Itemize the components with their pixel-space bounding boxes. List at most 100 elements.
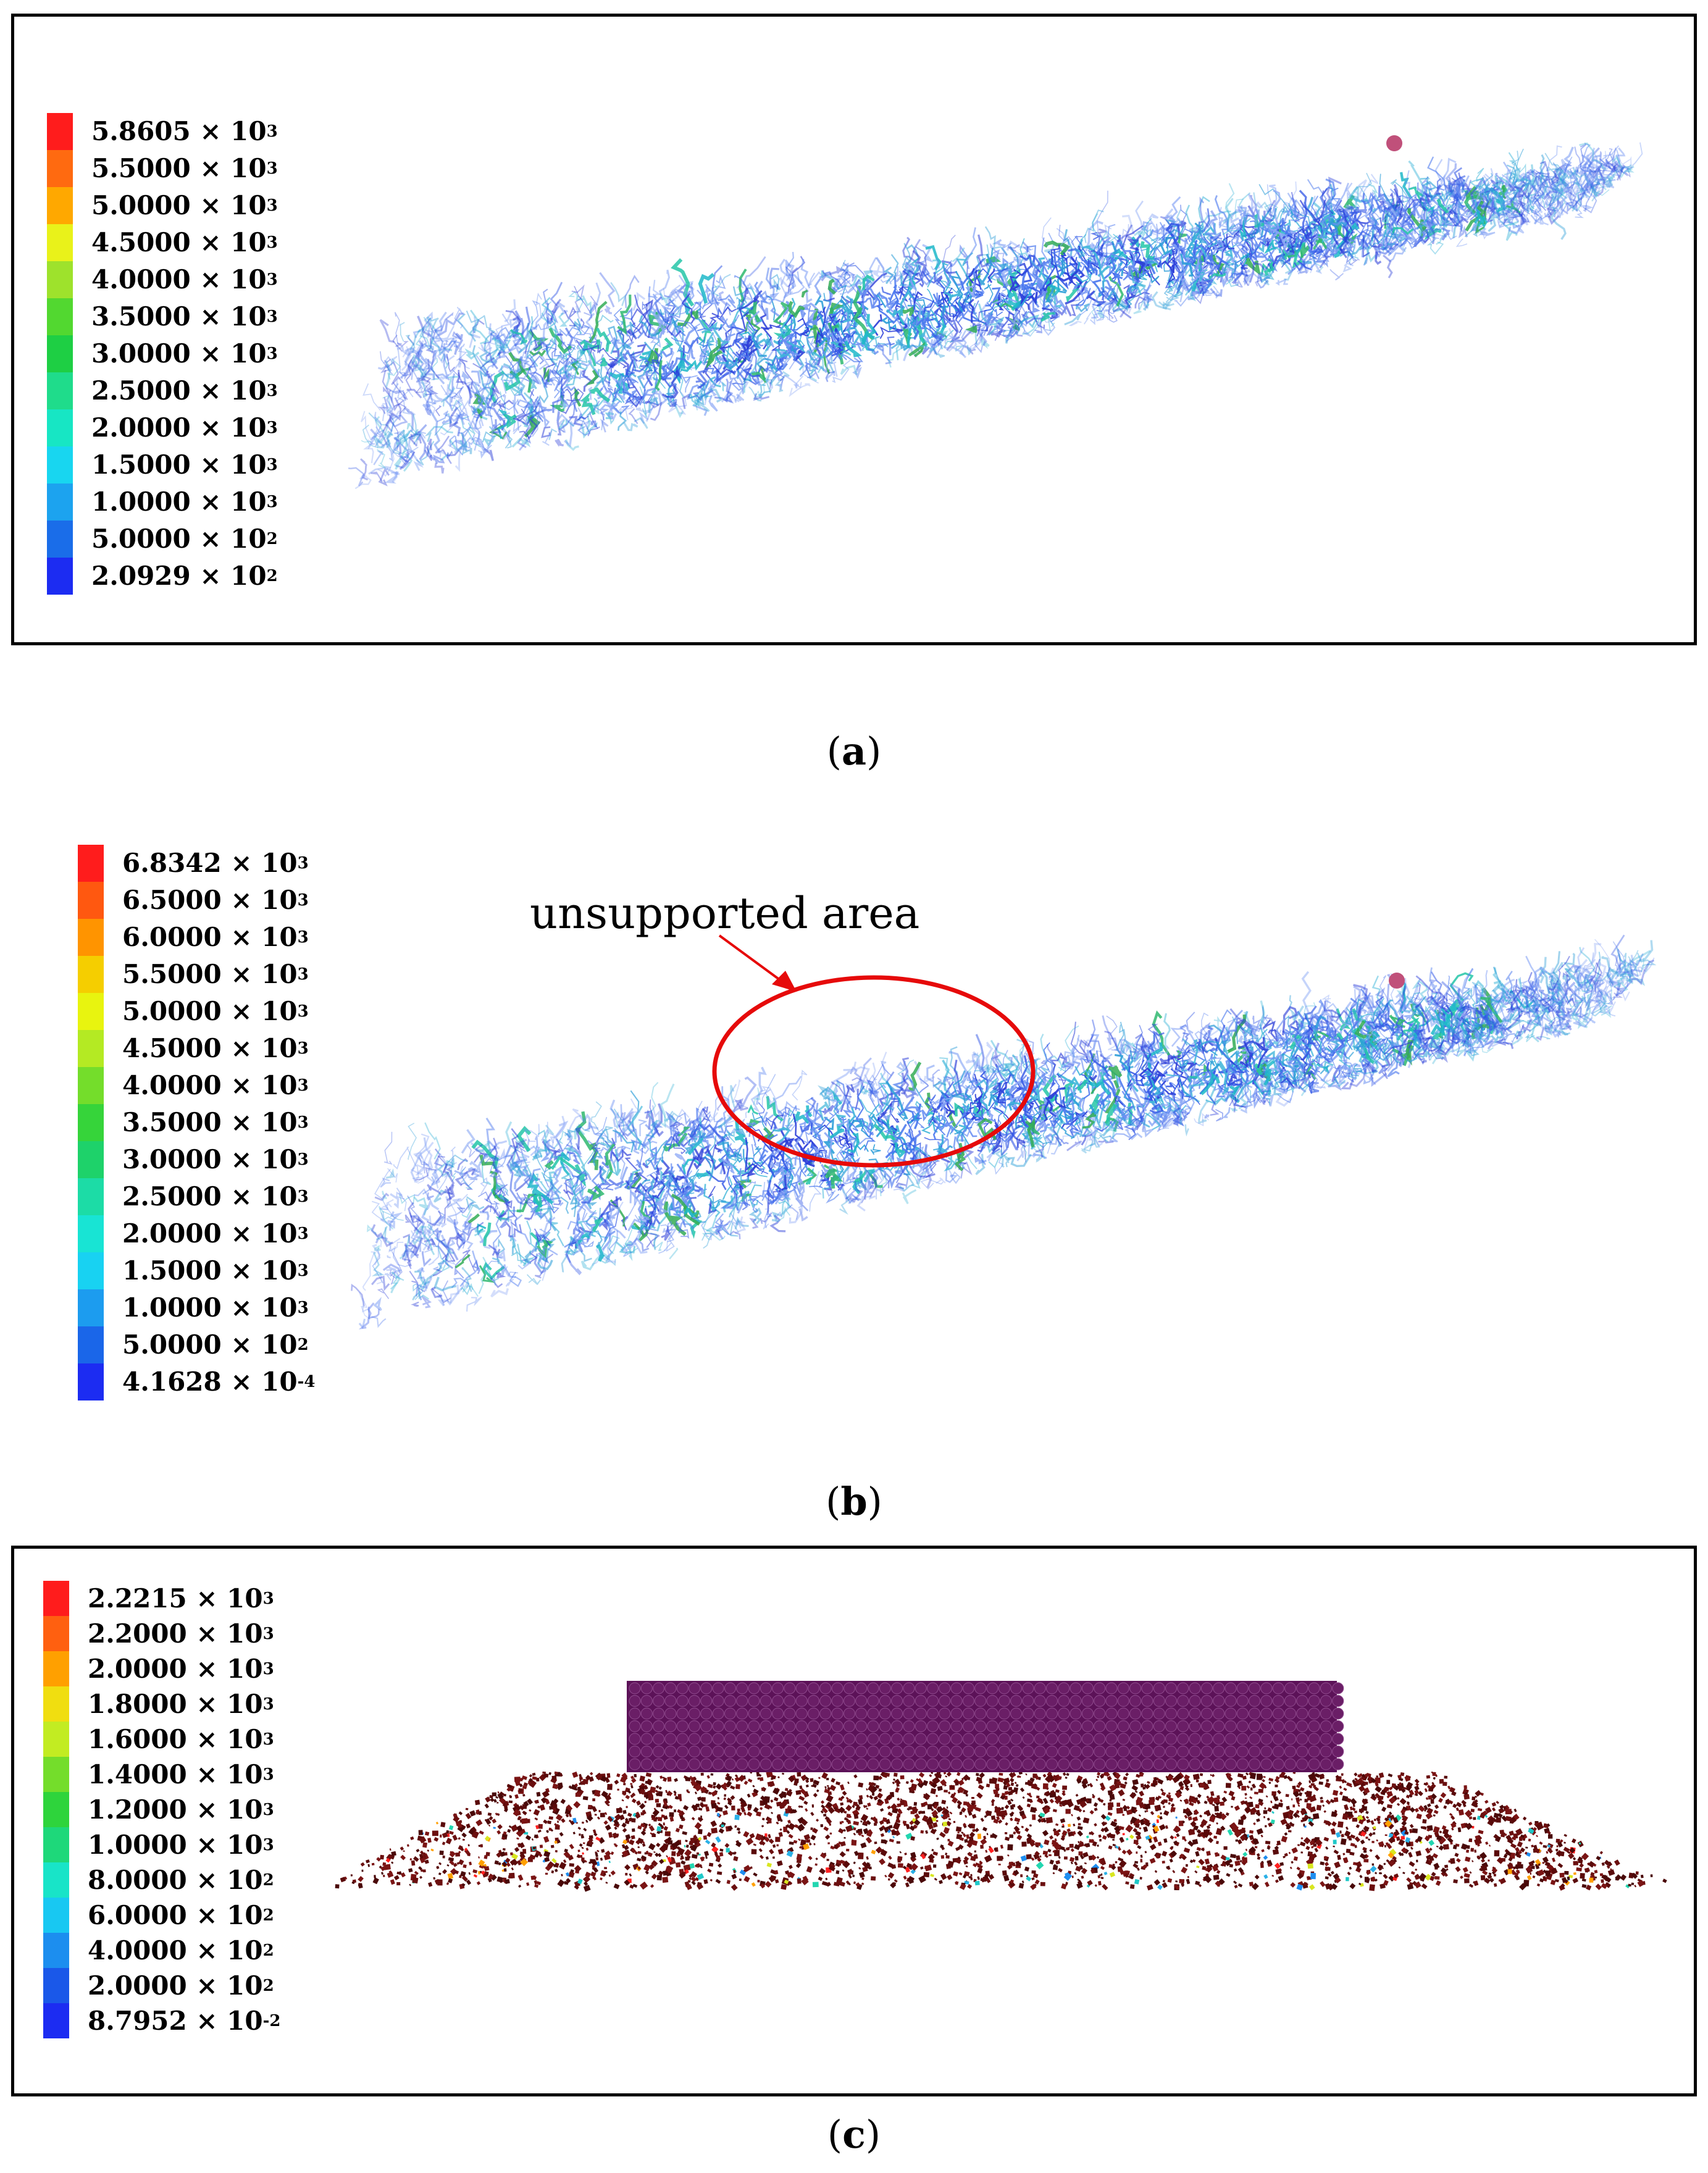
legend-label: 4.0000 × 10 3	[91, 264, 278, 295]
legend-labels: 2.2215 × 10 3 2.2000 × 10 3 2.0000 × 10 3 1.80…	[88, 1581, 281, 2038]
legend-label: 4.1628 × 10 -4	[122, 1367, 316, 1397]
unsupported-area-ellipse	[712, 975, 1036, 1168]
caption-b: (b)	[826, 1479, 882, 1524]
caption-a: (a)	[826, 729, 882, 774]
legend-label: 2.0000 × 10 2	[88, 1970, 274, 2001]
legend-label: 5.5000 × 10 3	[91, 153, 278, 183]
legend-label: 6.5000 × 10 3	[122, 885, 309, 915]
legend-swatch	[43, 1651, 69, 1686]
legend-swatch	[78, 1326, 104, 1363]
annotation-arrow	[718, 934, 785, 984]
legend-colorbar	[47, 113, 73, 595]
legend-label: 1.0000 × 10 3	[88, 1829, 274, 1860]
legend-label: 8.0000 × 10 2	[88, 1864, 274, 1895]
legend-swatch	[43, 1616, 69, 1651]
legend-label: 4.0000 × 10 3	[122, 1070, 309, 1100]
legend-label: 1.5000 × 10 3	[122, 1255, 309, 1286]
legend-colorbar	[78, 845, 104, 1401]
legend-swatch	[43, 2003, 69, 2038]
legend-swatch	[43, 1933, 69, 1968]
legend-label: 2.0000 × 10 3	[91, 412, 278, 443]
legend-swatch	[78, 993, 104, 1030]
legend-label: 2.5000 × 10 3	[122, 1181, 309, 1212]
legend-swatch	[78, 1215, 104, 1252]
panel-a-force-chain-network	[348, 142, 1643, 490]
legend-swatch	[47, 409, 73, 446]
legend-swatch	[43, 1757, 69, 1792]
panel-a	[11, 14, 1697, 645]
legend-colorbar	[43, 1581, 69, 2038]
legend-swatch	[78, 1141, 104, 1178]
legend-swatch	[78, 882, 104, 919]
legend-label: 1.4000 × 10 3	[88, 1759, 274, 1790]
legend-swatch	[43, 1792, 69, 1827]
legend-swatch	[78, 956, 104, 993]
legend-swatch	[78, 1252, 104, 1289]
legend-label: 3.0000 × 10 3	[91, 338, 278, 369]
legend-label: 6.0000 × 10 3	[122, 922, 309, 952]
sleeper-spheres	[627, 1681, 1344, 1772]
legend-label: 2.0929 × 10 2	[91, 561, 278, 591]
legend-label: 4.5000 × 10 3	[122, 1033, 309, 1063]
legend-swatch	[78, 1363, 104, 1401]
legend-swatch	[47, 261, 73, 298]
legend-label: 5.0000 × 10 3	[122, 996, 309, 1026]
ballast-particles	[335, 1770, 1667, 1892]
legend-label: 2.0000 × 10 3	[122, 1218, 309, 1249]
legend-label: 2.2000 × 10 3	[88, 1618, 274, 1649]
legend-swatch	[78, 1178, 104, 1215]
legend-swatch	[78, 1104, 104, 1141]
legend-label: 2.2215 × 10 3	[88, 1583, 274, 1614]
legend-swatch	[43, 1968, 69, 2003]
legend-label: 3.5000 × 10 3	[122, 1107, 309, 1137]
unsupported-area-label: unsupported area	[530, 888, 920, 939]
legend-swatch	[47, 521, 73, 558]
legend-label: 2.0000 × 10 3	[88, 1653, 274, 1684]
legend-label: 1.8000 × 10 3	[88, 1688, 274, 1719]
legend-swatch	[43, 1827, 69, 1862]
legend-label: 2.5000 × 10 3	[91, 375, 278, 406]
legend-label: 8.7952 × 10 -2	[88, 2005, 281, 2036]
legend-swatch	[47, 187, 73, 224]
legend-swatch	[43, 1898, 69, 1933]
legend-swatch	[78, 1067, 104, 1104]
legend-swatch	[47, 335, 73, 372]
legend-label: 5.0000 × 10 2	[122, 1329, 309, 1360]
legend-swatch	[47, 113, 73, 150]
legend-swatch	[47, 298, 73, 335]
legend-swatch	[78, 919, 104, 956]
legend-labels: 6.8342 × 10 3 6.5000 × 10 3 6.0000 × 10 3 5.50…	[122, 845, 316, 1401]
legend-swatch	[43, 1581, 69, 1616]
legend-label: 1.5000 × 10 3	[91, 450, 278, 480]
legend-swatch	[47, 150, 73, 187]
legend-label: 4.5000 × 10 3	[91, 227, 278, 257]
legend-label: 5.0000 × 10 3	[91, 190, 278, 220]
annotation-arrowhead	[772, 971, 797, 992]
legend-label: 5.8605 × 10 3	[91, 116, 278, 146]
legend-label: 5.0000 × 10 2	[91, 524, 278, 554]
peak-particle	[1386, 135, 1402, 151]
legend-swatch	[47, 484, 73, 521]
panel-b-force-chain-network	[351, 934, 1657, 1329]
legend-swatch	[43, 1722, 69, 1757]
legend-swatch	[47, 446, 73, 484]
peak-particle	[1389, 973, 1405, 989]
legend-label: 6.0000 × 10 2	[88, 1899, 274, 1930]
legend-label: 3.0000 × 10 3	[122, 1144, 309, 1174]
legend-label: 6.8342 × 10 3	[122, 848, 309, 878]
legend-swatch	[43, 1862, 69, 1898]
legend-label: 3.5000 × 10 3	[91, 301, 278, 332]
legend-labels: 5.8605 × 10 3 5.5000 × 10 3 5.0000 × 10 3 4.50…	[91, 113, 278, 595]
legend-label: 1.2000 × 10 3	[88, 1794, 274, 1825]
legend-swatch	[47, 558, 73, 595]
legend-swatch	[78, 1289, 104, 1326]
legend-label: 1.6000 × 10 3	[88, 1723, 274, 1754]
legend-swatch	[43, 1686, 69, 1722]
legend-label: 4.0000 × 10 2	[88, 1935, 274, 1966]
legend-swatch	[47, 372, 73, 409]
legend-swatch	[78, 1030, 104, 1067]
legend-label: 1.0000 × 10 3	[91, 487, 278, 517]
